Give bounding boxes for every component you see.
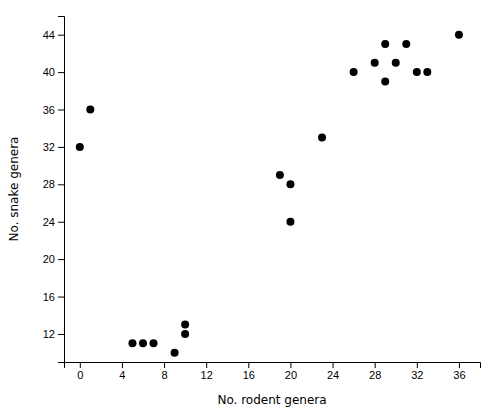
x-axis: 0 4 8 12 16 20 24 28 32 36 [65,362,481,381]
x-tick-line [333,362,334,368]
point [76,143,84,151]
y-tick-label: 12 [43,328,55,340]
point [139,339,147,347]
point [423,68,431,76]
y-tick-line [58,110,64,111]
y-tick-label: 28 [43,178,55,190]
y-tick-label: 44 [43,29,55,41]
y-tick-line [58,259,64,260]
point [286,180,294,188]
x-tick-label: 28 [369,369,381,381]
x-tick-label: 12 [201,369,213,381]
y-tick: 32 [43,141,64,153]
y-tick-line [58,222,64,223]
point [86,106,94,114]
y-tick: 44 [43,29,64,41]
y-tick-label: 24 [43,216,55,228]
point [150,339,158,347]
point [413,68,421,76]
point [392,59,400,67]
y-tick: 36 [43,104,64,116]
y-tick-label: 16 [43,291,55,303]
x-tick-line [290,362,291,368]
y-tick-line [58,334,64,335]
point [350,68,358,76]
point [181,330,189,338]
y-tick-label: 36 [43,104,55,116]
x-tick-line [248,362,249,368]
plot-area: 0 4 8 12 16 20 24 28 32 36 12 16 20 24 28 32 36 40 44 [43,17,481,381]
y-tick-label: 20 [43,253,55,265]
x-tick: 8 [161,362,167,381]
x-tick-line [417,362,418,368]
x-tick: 24 [327,362,339,381]
y-tick-line [58,35,64,36]
x-tick-label: 16 [243,369,255,381]
x-tick: 28 [369,362,381,381]
x-tick-label: 4 [119,369,125,381]
x-tick-line [122,362,123,368]
y-tick-line [58,297,64,298]
y-tick: 40 [43,66,64,78]
x-tick-label: 20 [285,369,297,381]
x-tick-line [164,362,165,368]
point [276,171,284,179]
x-tick-label: 0 [77,369,83,381]
y-tick-line [58,72,64,73]
x-axis-title: No. rodent genera [217,393,326,407]
chart-svg: 0 4 8 12 16 20 24 28 32 36 12 16 20 24 28 32 36 40 44 No. r… [0,0,500,416]
y-tick: 16 [43,291,64,303]
x-tick: 32 [411,362,423,381]
x-tick-label: 24 [327,369,339,381]
y-tick: 24 [43,216,64,228]
point [402,40,410,48]
y-tick: 12 [43,328,64,340]
y-axis-line [58,17,65,363]
x-tick-line [375,362,376,368]
point [381,77,389,85]
y-tick: 20 [43,253,64,265]
y-tick: 28 [43,178,64,190]
point [128,339,136,347]
y-tick-line [58,184,64,185]
point [381,40,389,48]
x-tick: 0 [77,362,83,381]
point [455,31,463,39]
x-tick: 36 [453,362,465,381]
x-tick-line [80,362,81,368]
x-tick-label: 32 [411,369,423,381]
point [286,218,294,226]
y-tick-line [58,147,64,148]
point [371,59,379,67]
x-tick-label: 8 [161,369,167,381]
x-tick-label: 36 [453,369,465,381]
x-tick: 12 [201,362,213,381]
x-tick: 4 [119,362,125,381]
chart-container: 0 4 8 12 16 20 24 28 32 36 12 16 20 24 28 32 36 40 44 No. r… [0,0,500,416]
y-tick-label: 32 [43,141,55,153]
point [181,321,189,329]
x-tick: 20 [285,362,297,381]
x-tick-line [206,362,207,368]
y-axis: 12 16 20 24 28 32 36 40 44 [43,17,65,363]
point [318,134,326,142]
x-tick: 16 [243,362,255,381]
x-axis-line [65,363,481,369]
y-axis-title: No. snake genera [7,137,21,242]
point [171,349,179,357]
points [76,31,463,357]
x-tick-line [459,362,460,368]
y-tick-label: 40 [43,66,55,78]
